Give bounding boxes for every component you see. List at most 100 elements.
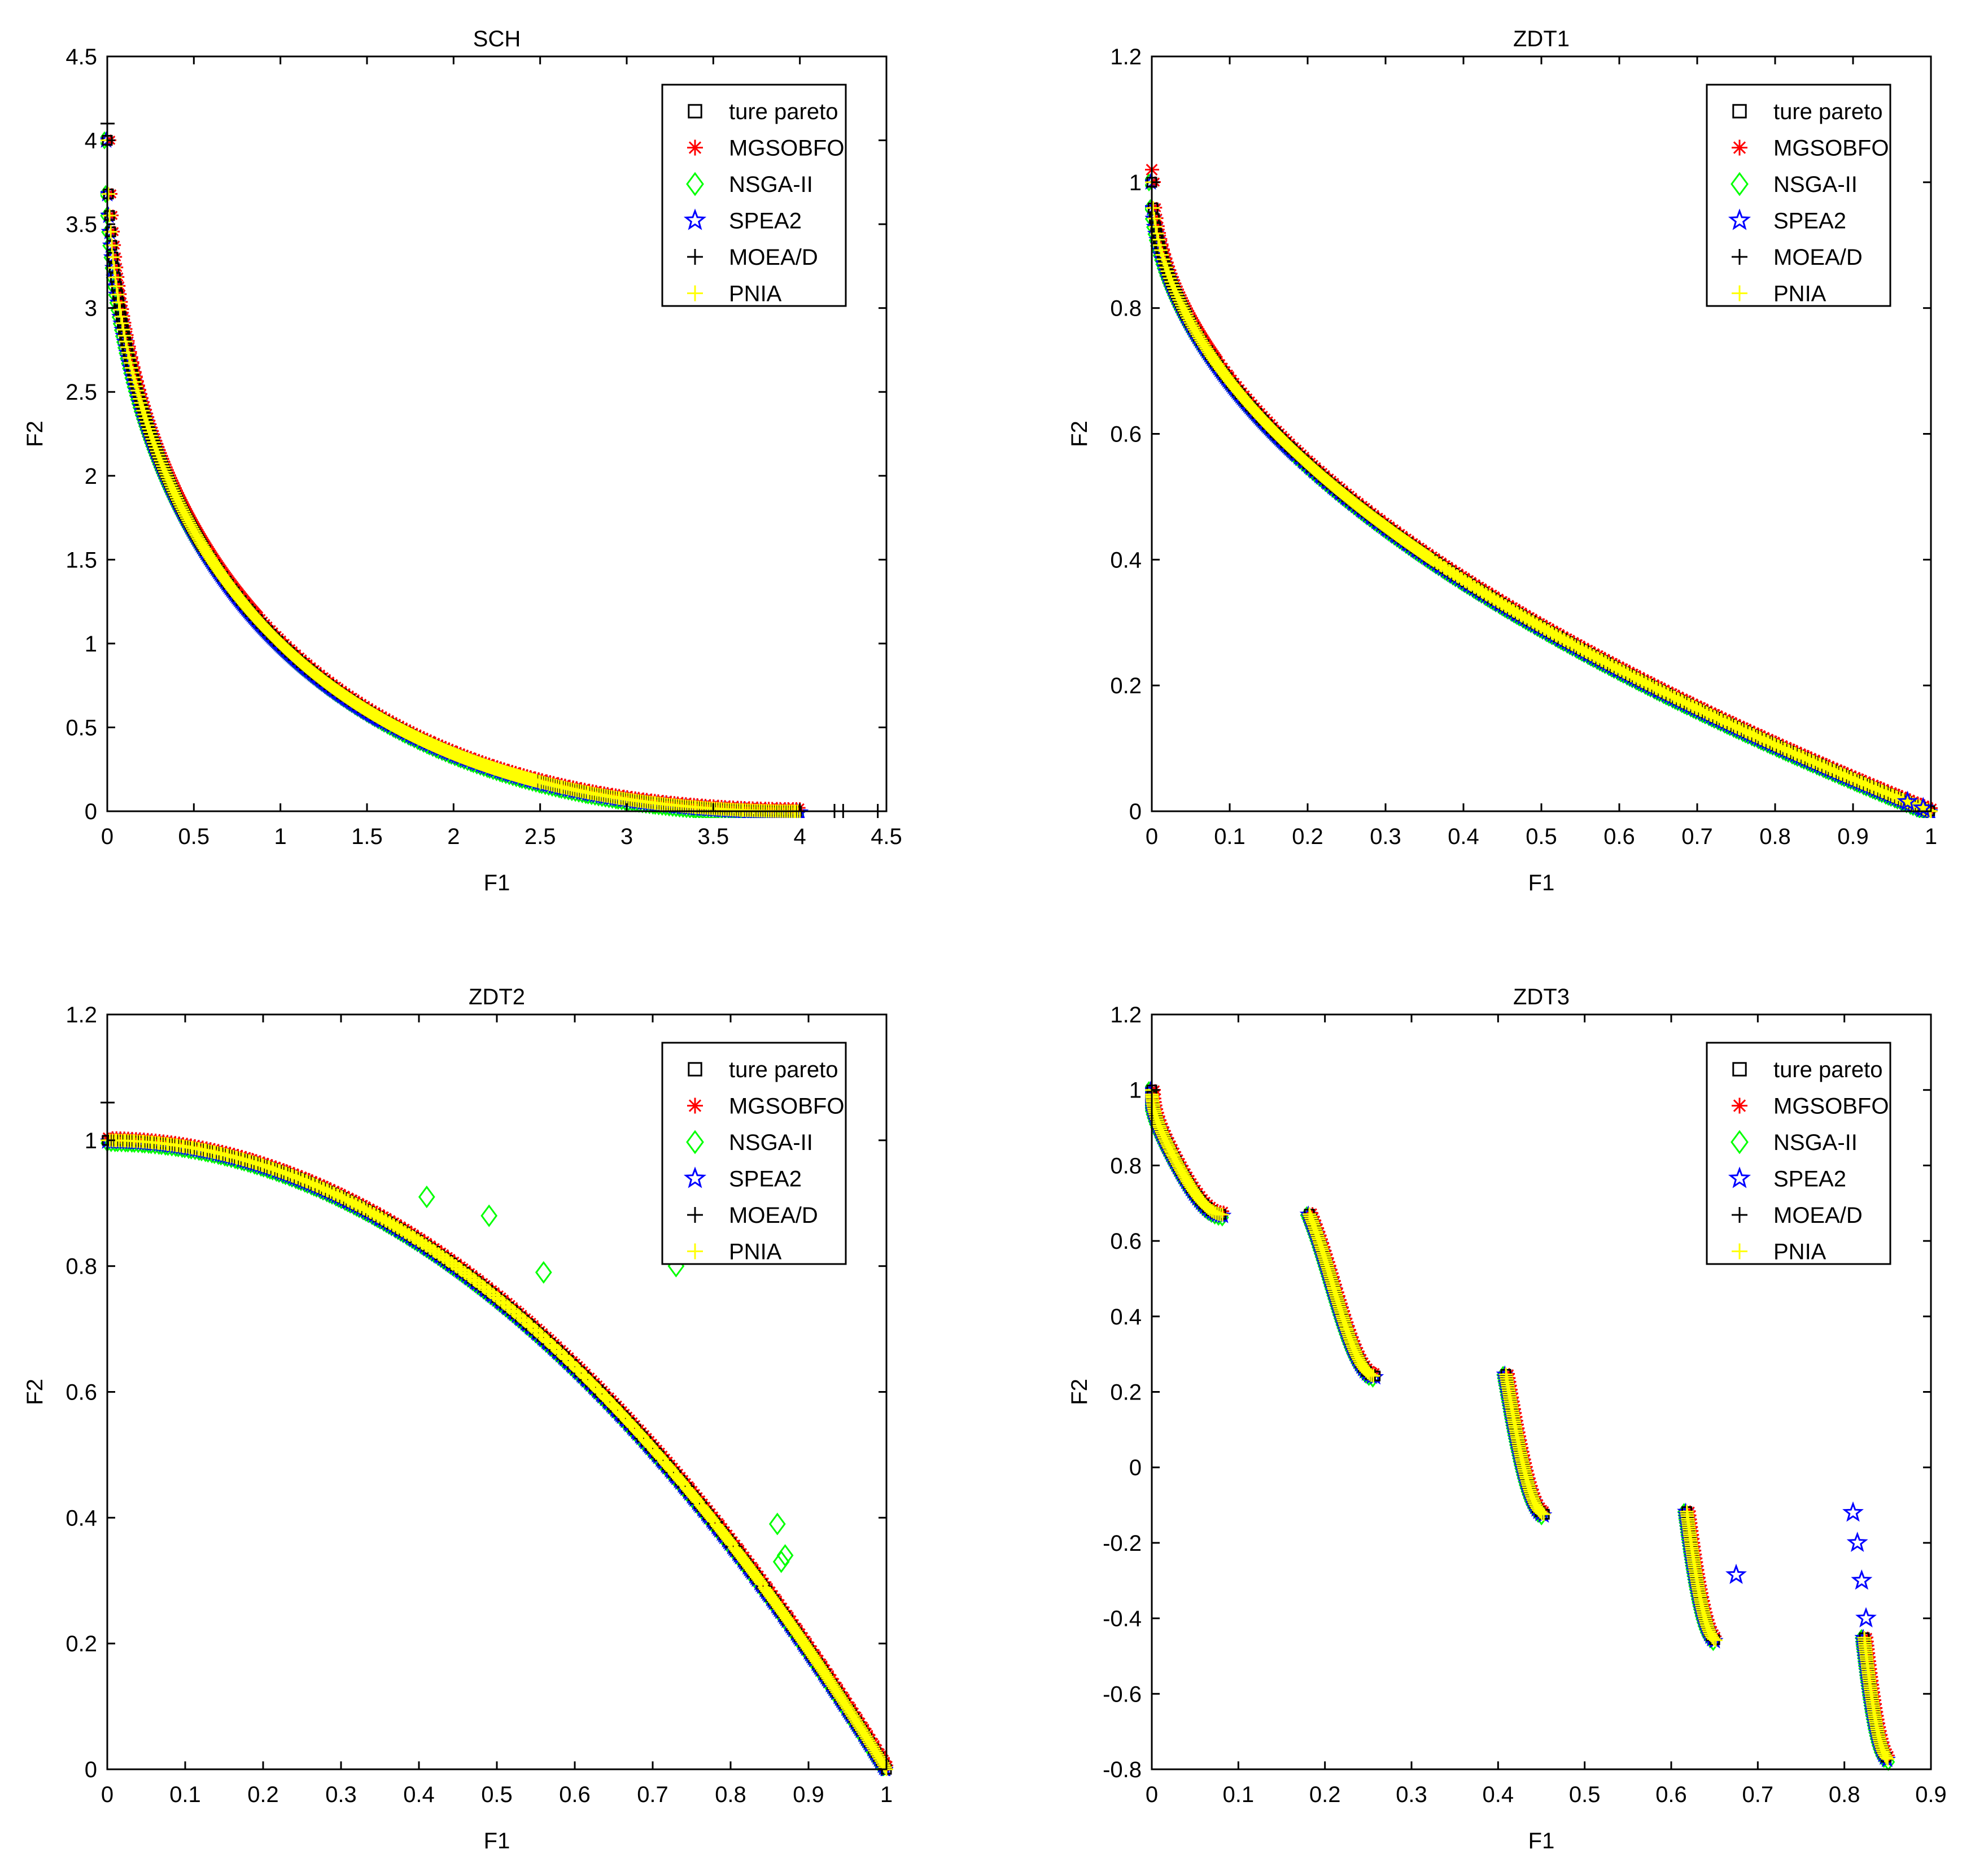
marker-pnia: [139, 415, 154, 429]
legend-label: MGSOBFO: [1773, 136, 1889, 161]
marker-pnia: [112, 295, 126, 309]
marker-pnia: [1160, 264, 1174, 278]
marker-pnia: [114, 309, 128, 323]
y-tick-label: 2: [85, 464, 97, 489]
y-tick-label: 0.8: [1110, 296, 1142, 321]
y-tick-label: 1: [85, 632, 97, 657]
legend-label: SPEA2: [1773, 209, 1846, 234]
legend-item: ture pareto: [688, 99, 838, 124]
legend-marker-pnia: [1732, 285, 1747, 301]
marker-pnia: [115, 316, 129, 330]
legend-label: NSGA-II: [729, 172, 813, 197]
x-tick-label: 0.4: [1448, 824, 1479, 849]
x-tick-label: 1: [274, 824, 287, 849]
marker-pnia: [104, 225, 118, 239]
y-axis-label: F2: [23, 421, 47, 447]
legend-label: ture pareto: [1773, 99, 1882, 124]
y-tick-label: 0.6: [1110, 422, 1142, 447]
legend-label: SPEA2: [729, 209, 802, 234]
x-tick-label: 4.5: [871, 824, 902, 849]
marker-pnia: [1171, 290, 1185, 304]
x-tick-label: 3.5: [698, 824, 729, 849]
panel-zdt1: 0 0.1 0.2 0.3 0.4 0.5 0.6 0.7 0.8 0.9 100.20.40.60…: [1067, 27, 1938, 895]
marker-pnia: [199, 545, 213, 559]
x-tick-label: 0.5: [1526, 824, 1557, 849]
y-tick-label: 0: [85, 799, 97, 824]
legend-item: NSGA-II: [686, 172, 813, 197]
x-tick-label: 0: [101, 824, 113, 849]
marker-pnia: [151, 448, 165, 462]
marker-pnia: [120, 340, 134, 354]
axes-box: [106, 55, 888, 812]
marker-pnia: [138, 411, 152, 425]
marker-pnia: [1151, 233, 1165, 247]
series-pnia: [1145, 175, 1938, 818]
marker-pnia: [108, 270, 123, 285]
legend-item: PNIA: [687, 282, 782, 307]
legend-box: [661, 84, 847, 307]
marker-pnia: [1146, 201, 1160, 215]
x-tick-label: 3: [621, 824, 633, 849]
data-layer: [1145, 162, 1938, 818]
marker-pnia: [141, 418, 155, 432]
marker-pnia: [1147, 212, 1161, 226]
marker-pnia: [1161, 268, 1176, 282]
marker-pnia: [145, 432, 159, 446]
marker-pnia: [1168, 284, 1182, 298]
x-tick-label: 0.8: [1759, 824, 1791, 849]
y-tick-label: 0: [1129, 799, 1142, 824]
marker-pnia: [148, 441, 163, 456]
legend-marker-ture-pareto: [1732, 104, 1747, 119]
marker-pnia: [154, 453, 168, 467]
x-tick-label: 2.5: [525, 824, 556, 849]
series-pnia: [100, 133, 807, 818]
marker-pnia: [144, 428, 158, 443]
data-layer: [100, 116, 885, 818]
legend-marker-nsga-ii: [686, 172, 704, 196]
x-tick-label: 0.5: [178, 824, 210, 849]
marker-pnia: [157, 462, 171, 476]
legend-marker-moea-d: [687, 249, 703, 265]
legend-label: PNIA: [1773, 282, 1826, 307]
legend-label: MOEA/D: [1773, 245, 1863, 270]
marker-pnia: [156, 459, 170, 473]
x-tick-label: 1.5: [351, 824, 383, 849]
y-axis-label: F2: [1067, 421, 1092, 447]
marker-pnia: [119, 335, 133, 349]
marker-pnia: [200, 547, 215, 561]
legend-label: NSGA-II: [1773, 172, 1858, 197]
y-tick-label: 0.5: [65, 715, 97, 740]
outlier-spea2: [1897, 790, 1919, 811]
marker-pnia: [1167, 281, 1181, 295]
marker-pnia: [1163, 272, 1177, 286]
y-tick-label: 1.2: [1110, 45, 1142, 69]
marker-pnia: [147, 438, 161, 452]
y-tick-label: 4: [85, 129, 97, 154]
marker-pnia: [1164, 274, 1178, 288]
x-tick-label: 0.6: [1603, 824, 1635, 849]
legend-marker-nsga-ii: [1731, 172, 1749, 196]
x-tick-label: 0.3: [1370, 824, 1401, 849]
legend-marker-spea2: [683, 208, 707, 230]
data-layer: [100, 1095, 893, 1776]
marker-pnia: [146, 435, 160, 449]
marker-pnia: [107, 261, 121, 275]
panel-sch: 0 0.5 1 1.5 2 2.5 3 3.5 4 4.500.511.522.533.544.5…: [23, 27, 902, 895]
marker-pnia: [152, 451, 166, 465]
x-tick-label: 2: [447, 824, 460, 849]
marker-pnia: [155, 456, 169, 470]
legend-box: [1706, 84, 1891, 307]
x-tick-label: 4: [794, 824, 806, 849]
marker-pnia: [110, 279, 124, 294]
legend-marker-mgsobfo: [687, 139, 703, 156]
marker-pnia: [143, 425, 157, 439]
marker-pnia: [111, 287, 125, 301]
y-tick-label: 0.4: [1110, 548, 1142, 572]
legend-item: MGSOBFO: [687, 136, 844, 161]
legend-item: MGSOBFO: [1732, 136, 1889, 161]
y-tick-label: 2.5: [65, 380, 97, 405]
legend-marker-ture-pareto: [688, 104, 702, 119]
marker-pnia: [106, 250, 120, 264]
y-tick-label: 0.2: [1110, 674, 1142, 698]
